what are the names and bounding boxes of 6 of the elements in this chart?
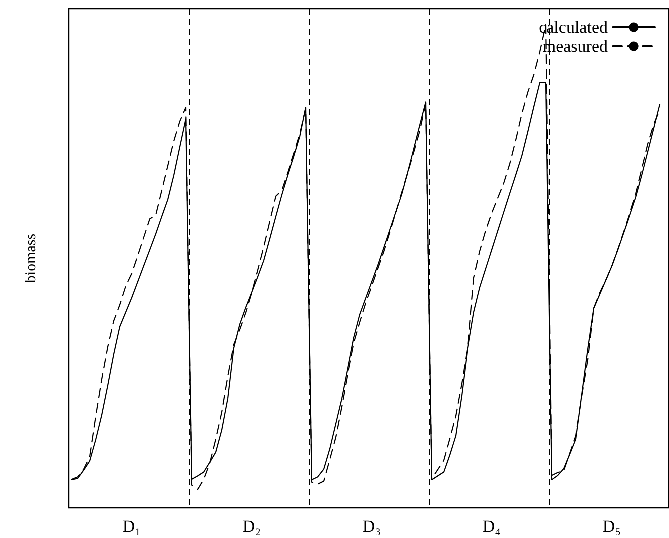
x-tick-label: D₃	[362, 517, 382, 536]
x-tick-label: D₄	[482, 517, 502, 536]
x-tick-label: D₂	[242, 517, 262, 536]
x-tick-label: D₁	[122, 517, 142, 536]
x-tick-label: D₅	[602, 517, 622, 536]
y-axis-title: biomass	[24, 234, 40, 284]
